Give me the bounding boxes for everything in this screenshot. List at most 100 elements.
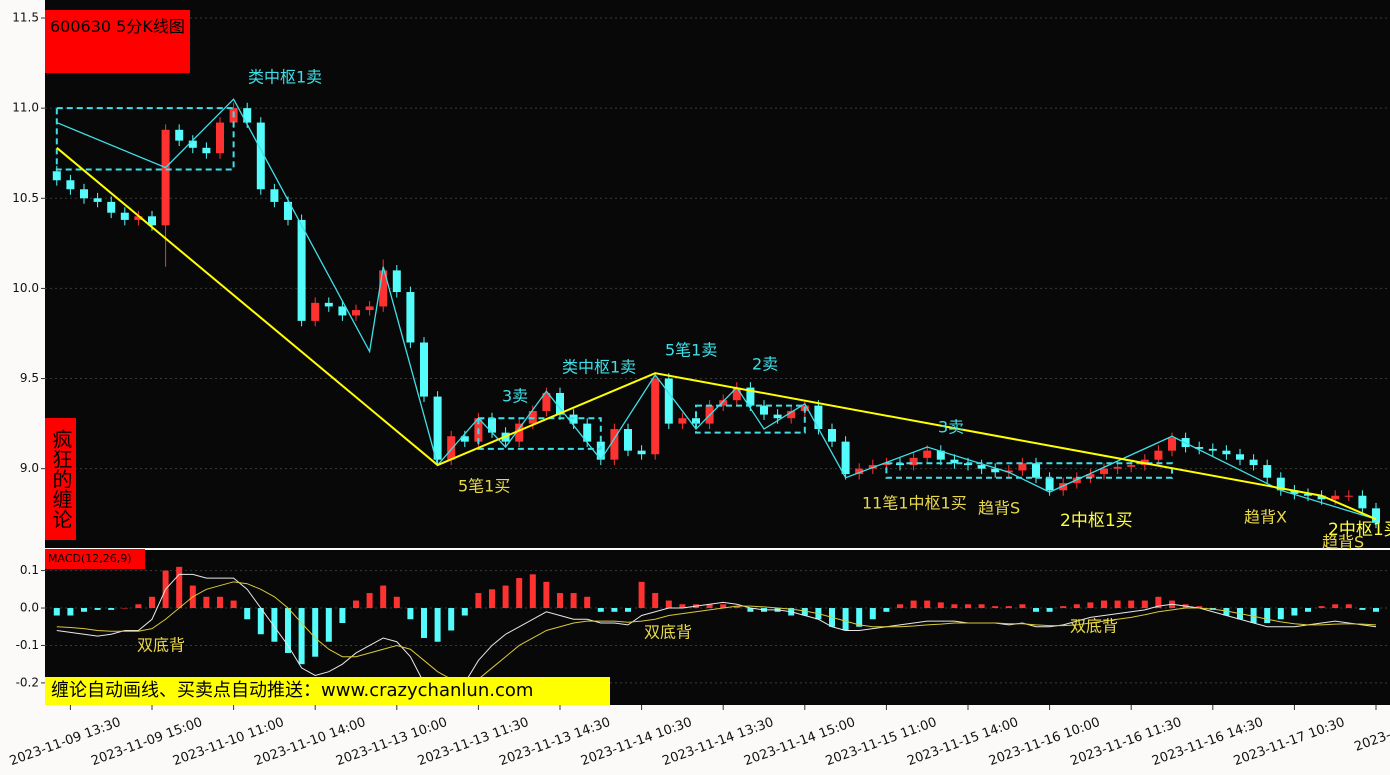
- macd-bar: [1073, 604, 1080, 609]
- candle-body: [406, 292, 415, 343]
- annotation: 双底背: [137, 636, 185, 655]
- banner: 缠论自动画线、买卖点自动推送：www.crazychanlun.com: [45, 677, 610, 705]
- macd-bar: [733, 606, 740, 609]
- macd-bar: [1359, 608, 1366, 610]
- macd-bar: [298, 608, 305, 665]
- dea-line: [56, 581, 1377, 684]
- macd-bar: [597, 608, 604, 612]
- annotation: 双底背: [644, 623, 692, 642]
- y-tick-label: 9.0: [20, 461, 39, 475]
- annotation: 趋背X: [1244, 508, 1287, 527]
- macd-bar: [543, 581, 550, 609]
- candle-body: [936, 450, 945, 460]
- macd-bar: [856, 608, 863, 627]
- macd-title: MACD(12,26,9): [45, 549, 145, 569]
- macd-bar: [924, 600, 931, 609]
- candle-body: [556, 392, 564, 415]
- y-tick-label: 11.5: [12, 11, 39, 25]
- candle-body: [909, 457, 918, 466]
- candle-body: [93, 198, 102, 202]
- candle-body: [923, 450, 932, 458]
- candle-body: [814, 405, 823, 430]
- candle-body: [1113, 466, 1122, 469]
- annotation: 5笔1卖: [665, 341, 717, 360]
- macd-bar: [1305, 608, 1311, 612]
- macd-bar: [67, 608, 74, 616]
- macd-bar: [434, 608, 441, 642]
- annotation: 双底背: [1070, 617, 1118, 636]
- macd-bar: [421, 608, 427, 638]
- macd-bar: [81, 608, 87, 612]
- macd-bar: [842, 608, 849, 631]
- candle-body: [433, 396, 442, 460]
- macd-bar: [801, 608, 808, 616]
- macd-bar: [1264, 608, 1271, 624]
- macd-bar: [1155, 596, 1162, 609]
- candle-body: [515, 423, 524, 442]
- candle-body: [1331, 495, 1340, 500]
- annotation: 5笔1买: [458, 477, 510, 496]
- macd-bar: [869, 608, 876, 620]
- macd-bar: [570, 593, 577, 609]
- candle-body: [66, 180, 75, 190]
- macd-bar: [135, 604, 142, 609]
- candle-body: [392, 270, 401, 293]
- dif-line: [56, 573, 1377, 699]
- candle-body: [991, 468, 1000, 473]
- macd-bar: [407, 608, 414, 620]
- macd-bar: [584, 596, 591, 609]
- candle-body: [297, 219, 306, 321]
- macd-bar: [230, 600, 237, 609]
- annotation: 类中枢1卖: [248, 68, 322, 87]
- annotation: 趋背S: [1322, 533, 1364, 552]
- y-tick-label: 10.5: [12, 191, 39, 205]
- macd-bar: [720, 604, 727, 609]
- macd-bar: [176, 566, 183, 609]
- macd-bar: [1060, 606, 1067, 609]
- candle-body: [243, 108, 252, 123]
- macd-bar: [1114, 600, 1121, 609]
- macd-bar: [1318, 606, 1325, 609]
- macd-bar: [1250, 608, 1257, 624]
- macd-bar: [1005, 606, 1012, 609]
- macd-bar: [475, 593, 482, 609]
- macd-bar: [1033, 608, 1039, 612]
- candle-body: [624, 429, 632, 451]
- annotation: 2中枢1买: [1328, 520, 1390, 540]
- macd-bar: [339, 608, 346, 624]
- macd-bar: [557, 593, 563, 609]
- annotation: 11笔1中枢1买: [862, 494, 967, 513]
- macd-bar: [1128, 600, 1135, 609]
- annotation: 2卖: [752, 355, 778, 374]
- macd-bar: [121, 608, 128, 609]
- candle-body: [1290, 490, 1299, 494]
- candle-body: [1372, 508, 1380, 523]
- macd-bar: [747, 608, 754, 612]
- main-panel: [45, 0, 1390, 548]
- annotation: 3卖: [938, 418, 964, 437]
- macd-bar: [516, 578, 523, 609]
- macd-bar: [502, 585, 509, 609]
- y-tick-label: 0.1: [20, 563, 39, 577]
- macd-bar: [652, 593, 659, 609]
- annotation: 2中枢1买: [1060, 511, 1133, 531]
- y-tick-label: 9.5: [20, 371, 39, 385]
- candle-body: [1276, 477, 1285, 491]
- candle-body: [80, 189, 88, 199]
- candle-body: [841, 441, 850, 475]
- annotation: 类中枢1卖: [562, 358, 636, 377]
- candle-body: [719, 400, 728, 406]
- candle-body: [1304, 493, 1312, 496]
- macd-bar: [1019, 604, 1026, 609]
- candle-body: [828, 429, 836, 442]
- macd-bar: [1196, 606, 1203, 609]
- candle-body: [596, 441, 605, 460]
- macd-bar: [529, 574, 536, 609]
- macd-bar: [937, 602, 944, 609]
- candle-body: [1018, 463, 1027, 471]
- macd-bar: [1373, 608, 1379, 612]
- macd-bar: [325, 608, 332, 642]
- macd-bar: [1223, 608, 1230, 616]
- macd-bar: [897, 604, 903, 609]
